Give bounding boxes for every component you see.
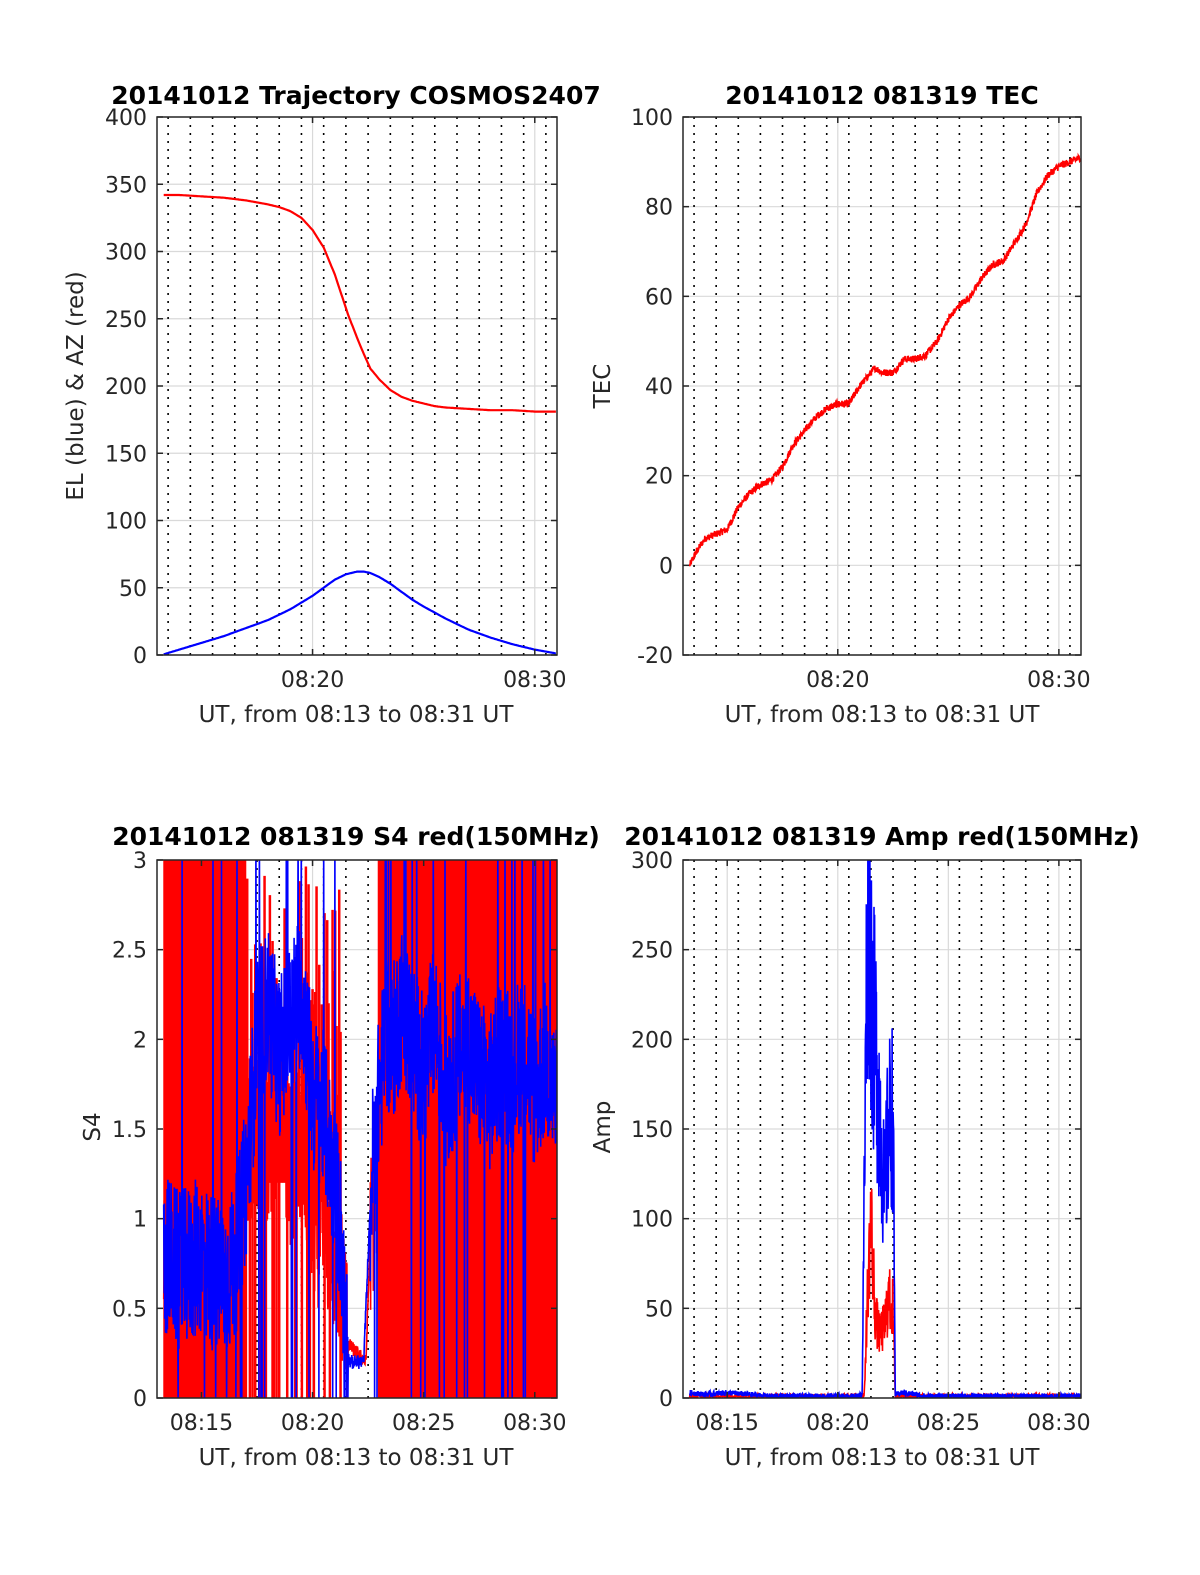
amp-ytick-label: 250 — [631, 939, 673, 964]
amp-ylabel: Amp — [590, 1101, 616, 1154]
amp-ytick-label: 50 — [645, 1297, 673, 1322]
s4-ylabel: S4 — [80, 1112, 106, 1141]
tec-title: 20141012 081319 TEC — [725, 81, 1038, 110]
trajectory-ytick-label: 300 — [105, 241, 147, 266]
s4-ytick-label: 2.5 — [112, 939, 147, 964]
tec-ytick-label: 100 — [631, 106, 673, 131]
tec-xtick-label: 08:30 — [1027, 668, 1090, 693]
trajectory-ytick-label: 100 — [105, 510, 147, 535]
s4-xtick-label: 08:20 — [281, 1411, 344, 1436]
panel-tec: 20141012 081319 TEC TEC UT, from 08:13 t… — [590, 81, 1091, 728]
panel-s4: 20141012 081319 S4 red(150MHz) S4 UT, fr… — [80, 822, 600, 1471]
tec-series-0 — [688, 152, 1081, 567]
trajectory-ytick-label: 50 — [119, 577, 147, 602]
trajectory-xtick-label: 08:20 — [281, 668, 344, 693]
amp-ytick-label: 100 — [631, 1208, 673, 1233]
trajectory-ytick-label: 150 — [105, 442, 147, 467]
amp-ytick-label: 150 — [631, 1118, 673, 1143]
trajectory-series-1 — [163, 570, 557, 655]
s4-xtick-label: 08:25 — [392, 1411, 455, 1436]
amp-ytick-label: 0 — [659, 1387, 673, 1412]
s4-ytick-label: 0 — [133, 1387, 147, 1412]
tec-ytick-label: 0 — [659, 554, 673, 579]
s4-title: 20141012 081319 S4 red(150MHz) — [112, 822, 600, 851]
tec-xtick-label: 08:20 — [806, 668, 869, 693]
trajectory-ylabel: EL (blue) & AZ (red) — [63, 271, 89, 500]
trajectory-title: 20141012 Trajectory COSMOS2407 — [111, 81, 601, 110]
amp-xtick-label: 08:30 — [1027, 1411, 1090, 1436]
trajectory-xtick-label: 08:30 — [503, 668, 566, 693]
trajectory-ytick-label: 350 — [105, 173, 147, 198]
amp-title: 20141012 081319 Amp red(150MHz) — [624, 822, 1140, 851]
tec-ytick-label: -20 — [637, 644, 673, 669]
trajectory-series-0 — [163, 193, 556, 413]
tec-plot-area — [688, 152, 1081, 567]
trajectory-ytick-label: 200 — [105, 375, 147, 400]
amp-xtick-label: 08:20 — [806, 1411, 869, 1436]
tec-ytick-label: 80 — [645, 196, 673, 221]
trajectory-plot-area — [163, 193, 557, 655]
amp-series-0 — [688, 1188, 1081, 1398]
tec-ytick-label: 40 — [645, 375, 673, 400]
s4-xlabel: UT, from 08:13 to 08:31 UT — [199, 1445, 515, 1471]
amp-plot-area — [688, 860, 1081, 1398]
tec-xlabel: UT, from 08:13 to 08:31 UT — [725, 702, 1041, 728]
amp-xtick-label: 08:25 — [917, 1411, 980, 1436]
s4-series-1 — [162, 860, 557, 1398]
amp-xlabel: UT, from 08:13 to 08:31 UT — [725, 1445, 1041, 1471]
amp-ytick-label: 200 — [631, 1028, 673, 1053]
s4-ytick-label: 0.5 — [112, 1297, 147, 1322]
s4-ytick-label: 1.5 — [112, 1118, 147, 1143]
s4-xtick-label: 08:15 — [170, 1411, 233, 1436]
s4-ytick-label: 1 — [133, 1208, 147, 1233]
amp-xtick-label: 08:15 — [696, 1411, 759, 1436]
panel-amp: 20141012 081319 Amp red(150MHz) Amp UT, … — [590, 822, 1140, 1471]
trajectory-ytick-label: 250 — [105, 308, 147, 333]
s4-ytick-label: 3 — [133, 849, 147, 874]
tec-ytick-label: 20 — [645, 465, 673, 490]
trajectory-xlabel: UT, from 08:13 to 08:31 UT — [199, 702, 515, 728]
trajectory-ytick-label: 0 — [133, 644, 147, 669]
s4-plot-area — [162, 860, 557, 1398]
s4-ytick-label: 2 — [133, 1028, 147, 1053]
trajectory-ytick-label: 400 — [105, 106, 147, 131]
panel-trajectory: 20141012 Trajectory COSMOS2407 EL (blue)… — [63, 81, 601, 728]
s4-xtick-label: 08:30 — [503, 1411, 566, 1436]
tec-ylabel: TEC — [590, 364, 616, 410]
amp-ytick-label: 300 — [631, 849, 673, 874]
tec-ytick-label: 60 — [645, 285, 673, 310]
amp-series-1 — [688, 860, 1081, 1398]
